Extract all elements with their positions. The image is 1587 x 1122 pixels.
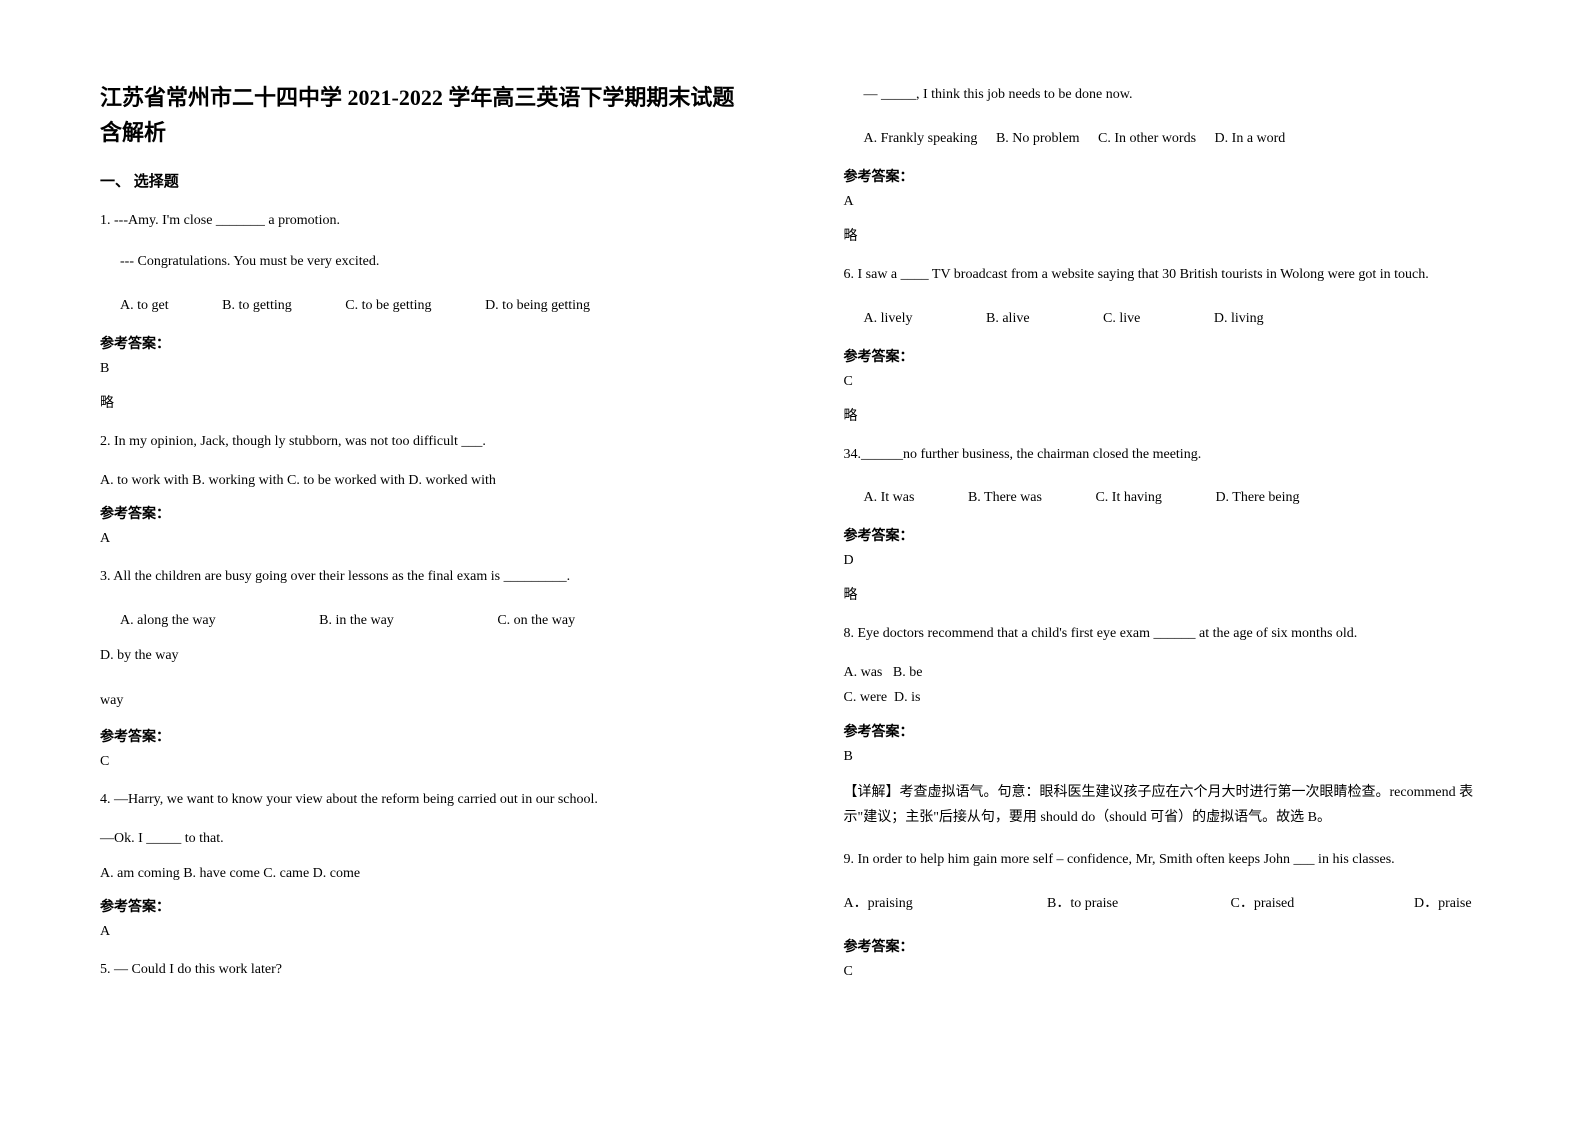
q3-optB: B. in the way <box>319 603 394 638</box>
q7-optD: D. There being <box>1215 490 1299 505</box>
q9-optD: D．praise <box>1414 896 1472 911</box>
q8-options: A. was B. be C. were D. is <box>844 660 1488 710</box>
q5-ans: A <box>844 194 1488 210</box>
q6-stem: 6. I saw a ____ TV broadcast from a webs… <box>844 260 1488 291</box>
q4-ans: A <box>100 924 744 940</box>
q5-optB: B. No problem <box>996 131 1080 146</box>
left-column: 江苏省常州市二十四中学 2021-2022 学年高三英语下学期期末试题含解析 一… <box>0 0 794 1122</box>
q7-ans-label: 参考答案： <box>844 525 1488 545</box>
q9-stem: 9. In order to help him gain more self –… <box>844 845 1488 876</box>
q4-stem: 4. —Harry, we want to know your view abo… <box>100 785 744 816</box>
q5-optD: D. In a word <box>1215 131 1286 146</box>
q5-line2: — _____, I think this job needs to be do… <box>844 80 1488 111</box>
q9-ans-label: 参考答案： <box>844 936 1488 956</box>
q3-ans-label: 参考答案： <box>100 726 744 746</box>
q8-ans: B <box>844 749 1488 765</box>
q7-ans: D <box>844 553 1488 569</box>
right-column: — _____, I think this job needs to be do… <box>794 0 1587 1122</box>
q2-options: A. to work with B. working with C. to be… <box>100 468 744 493</box>
q6-optB: B. alive <box>986 301 1030 336</box>
q6-ans: C <box>844 374 1488 390</box>
q8-optD: D. is <box>894 690 920 705</box>
q4-line2: —Ok. I _____ to that. <box>100 826 744 851</box>
q5-options: A. Frankly speaking B. No problem C. In … <box>844 121 1488 156</box>
q9-optC: C．praised <box>1231 891 1411 916</box>
q2-ans: A <box>100 531 744 547</box>
q4-ans-label: 参考答案： <box>100 896 744 916</box>
q1-optA: A. to get <box>120 288 169 323</box>
q7-note: 略 <box>844 584 1488 604</box>
q7-optC: C. It having <box>1095 480 1162 515</box>
q9-optB: B．to praise <box>1047 891 1227 916</box>
q6-options: A. lively B. alive C. live D. living <box>844 301 1488 336</box>
document-title: 江苏省常州市二十四中学 2021-2022 学年高三英语下学期期末试题含解析 <box>100 80 744 150</box>
q2-ans-label: 参考答案： <box>100 503 744 523</box>
q7-optB: B. There was <box>968 480 1042 515</box>
q9-optA: A．praising <box>844 891 1044 916</box>
q9-options: A．praising B．to praise C．praised D．prais… <box>844 891 1488 916</box>
q7-stem: 34.______no further business, the chairm… <box>844 440 1488 471</box>
q3-stem: 3. All the children are busy going over … <box>100 562 744 593</box>
q1-stem: 1. ---Amy. I'm close _______ a promotion… <box>100 206 744 237</box>
q1-note: 略 <box>100 392 744 412</box>
q1-ans: B <box>100 361 744 377</box>
q1-optB: B. to getting <box>222 288 292 323</box>
q3-options: A. along the way B. in the way C. on the… <box>100 603 744 673</box>
q8-optB: B. be <box>893 665 923 680</box>
q1-optD: D. to being getting <box>485 298 590 313</box>
q1-optC: C. to be getting <box>345 288 431 323</box>
q4-options: A. am coming B. have come C. came D. com… <box>100 861 744 886</box>
q6-optD: D. living <box>1214 311 1264 326</box>
q6-ans-label: 参考答案： <box>844 346 1488 366</box>
q7-options: A. It was B. There was C. It having D. T… <box>844 480 1488 515</box>
q2-stem: 2. In my opinion, Jack, though ly stubbo… <box>100 427 744 458</box>
q3-ans: C <box>100 754 744 770</box>
q8-stem: 8. Eye doctors recommend that a child's … <box>844 619 1488 650</box>
q8-ans-label: 参考答案： <box>844 721 1488 741</box>
q5-ans-label: 参考答案： <box>844 166 1488 186</box>
q7-optA: A. It was <box>864 480 915 515</box>
q6-note: 略 <box>844 405 1488 425</box>
q9-ans: C <box>844 964 1488 980</box>
q5-note: 略 <box>844 225 1488 245</box>
q6-optA: A. lively <box>864 301 913 336</box>
q6-optC: C. live <box>1103 301 1140 336</box>
section-header: 一、 选择题 <box>100 170 744 191</box>
q1-ans-label: 参考答案： <box>100 333 744 353</box>
q8-optC: C. were <box>844 690 888 705</box>
q1-options: A. to get B. to getting C. to be getting… <box>100 288 744 323</box>
q8-explanation: 【详解】考查虚拟语气。句意：眼科医生建议孩子应在六个月大时进行第一次眼睛检查。r… <box>844 780 1488 830</box>
q5-optC: C. In other words <box>1098 131 1196 146</box>
q5-stem: 5. — Could I do this work later? <box>100 955 744 986</box>
q3-optA: A. along the way <box>120 603 216 638</box>
q1-line2: --- Congratulations. You must be very ex… <box>100 247 744 278</box>
q3-optC: C. on the way <box>497 613 575 628</box>
q8-optA: A. was <box>844 665 883 680</box>
q5-optA: A. Frankly speaking <box>864 131 978 146</box>
q3-optD: D. by the way <box>100 638 179 673</box>
